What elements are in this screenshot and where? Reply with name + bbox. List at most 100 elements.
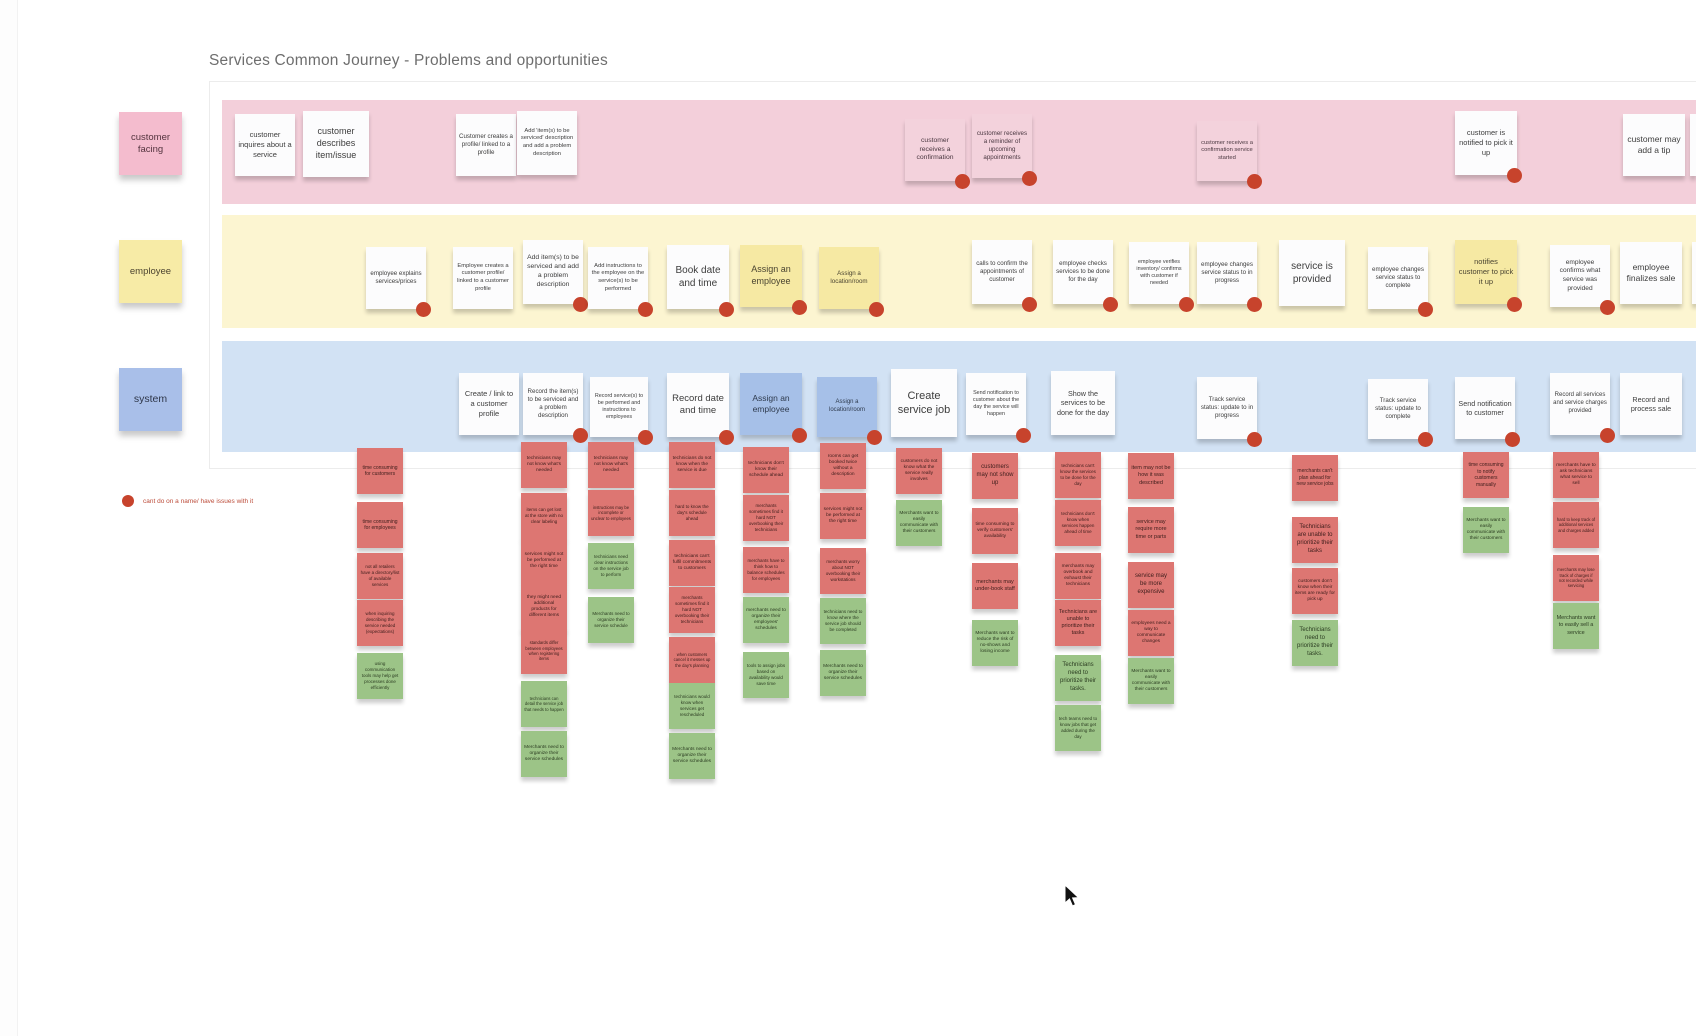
problem-note[interactable]: instructions may be incomplete or unclea…: [588, 490, 634, 536]
opportunity-note[interactable]: Merchants want to reduce the risk of no-…: [972, 620, 1018, 666]
problem-note[interactable]: technicians may not know what's needed: [588, 442, 634, 488]
problem-note[interactable]: rooms can get booked twice without a des…: [820, 443, 866, 489]
problem-note[interactable]: not all retailers have a directory/list …: [357, 553, 403, 599]
opportunity-note[interactable]: technicians can detail the service job t…: [521, 681, 567, 727]
journey-note[interactable]: employee verifies inventory/ confirms wi…: [1129, 242, 1194, 312]
lane-label-customer-facing[interactable]: customer facing: [119, 112, 182, 175]
journey-note[interactable]: Record and process sale: [1620, 373, 1682, 435]
journey-note[interactable]: Send notification to customer: [1455, 377, 1520, 447]
journey-note[interactable]: Add 'item(s) to be serviced' description…: [517, 111, 577, 175]
lane-label-system[interactable]: system: [119, 368, 182, 431]
problem-note[interactable]: when customers cancel it messes up the d…: [669, 637, 715, 683]
problem-note[interactable]: technicians do not know when the service…: [669, 442, 715, 488]
journey-note[interactable]: [1692, 242, 1696, 304]
lane-label-employee[interactable]: employee: [119, 240, 182, 303]
journey-note[interactable]: Create service job: [891, 369, 957, 437]
problem-note[interactable]: Technicians are unable to prioritize the…: [1055, 600, 1101, 646]
opportunity-note[interactable]: Merchants want to easily sell a service: [1553, 603, 1599, 649]
problem-note[interactable]: Technicians are unable to prioritize the…: [1292, 517, 1338, 563]
problem-note[interactable]: items can get lost at the store with no …: [521, 493, 567, 539]
problem-note[interactable]: technicians don't know when services hap…: [1055, 500, 1101, 546]
journey-note[interactable]: Book date and time: [667, 245, 734, 317]
journey-note[interactable]: employee changes service status to in pr…: [1197, 242, 1262, 312]
journey-note[interactable]: Record all services and service charges …: [1550, 373, 1615, 443]
journey-note[interactable]: employee changes service status to compl…: [1368, 247, 1433, 317]
journey-note[interactable]: employee explains services/prices: [366, 247, 431, 317]
opportunity-note[interactable]: merchants need to organize their employe…: [743, 597, 789, 643]
journey-note[interactable]: Assign an employee: [740, 245, 807, 315]
journey-note[interactable]: Record service(s) to be performed and in…: [590, 377, 653, 445]
opportunity-note[interactable]: technicians need to know where the servi…: [820, 598, 866, 644]
journey-note[interactable]: notifies customer to pick it up: [1455, 240, 1522, 312]
opportunity-note[interactable]: technicians need clear instructions on t…: [588, 543, 634, 589]
opportunity-note[interactable]: Merchants want to easily communicate wit…: [1463, 507, 1509, 553]
opportunity-note[interactable]: technicians would know when services get…: [669, 683, 715, 729]
problem-note[interactable]: services might not be performed at the r…: [521, 538, 567, 584]
problem-note[interactable]: time consuming for employees: [357, 502, 403, 548]
journey-note[interactable]: calls to confirm the appointments of cus…: [972, 240, 1037, 312]
problem-note[interactable]: time consuming for customers: [357, 448, 403, 494]
problem-note[interactable]: merchants worry about NOT overbooking th…: [820, 548, 866, 594]
opportunity-note[interactable]: Technicians need to prioritize their tas…: [1055, 655, 1101, 701]
journey-note[interactable]: Employee creates a customer profile/ lin…: [453, 247, 513, 309]
problem-note[interactable]: they might need additional products for …: [521, 584, 567, 630]
problem-note[interactable]: merchants sometimes find it hard NOT ove…: [743, 495, 789, 541]
problem-note[interactable]: hard to know the day's schedule ahead: [669, 490, 715, 536]
problem-note[interactable]: service may be more expensive: [1128, 562, 1174, 608]
problem-note[interactable]: customers don't know when their items ar…: [1292, 568, 1338, 614]
journey-note[interactable]: employee finalizes sale: [1620, 242, 1682, 304]
opportunity-note[interactable]: Merchants need to organize their service…: [820, 650, 866, 696]
journey-note[interactable]: customer inquires about a service: [235, 114, 295, 176]
problem-note[interactable]: item may not be how it was described: [1128, 453, 1174, 499]
journey-note[interactable]: Create / link to a customer profile: [459, 373, 519, 435]
journey-note[interactable]: customer is notified to pick it up: [1455, 111, 1522, 183]
problem-note[interactable]: merchants sometimes find it hard NOT ove…: [669, 587, 715, 633]
problem-note[interactable]: standards differ between employees when …: [521, 628, 567, 674]
journey-note[interactable]: Show the services to be done for the day: [1051, 371, 1115, 435]
problem-note[interactable]: technicians can't know the services to b…: [1055, 452, 1101, 498]
opportunity-note[interactable]: Technicians need to prioritize their tas…: [1292, 620, 1338, 666]
problem-note[interactable]: technicians don't know their schedule ah…: [743, 447, 789, 493]
problem-note[interactable]: customers do not know what the service r…: [896, 448, 942, 494]
journey-note[interactable]: Record date and time: [667, 373, 734, 445]
problem-note[interactable]: merchants have to ask technicians what s…: [1553, 452, 1599, 498]
opportunity-note[interactable]: Merchants want to easily communicate wit…: [896, 500, 942, 546]
problem-note[interactable]: customers may not show up: [972, 453, 1018, 499]
problem-note[interactable]: merchants may overbook and exhaust their…: [1055, 553, 1101, 599]
journey-note[interactable]: employee checks services to be done for …: [1053, 240, 1118, 312]
journey-note[interactable]: customer receives a reminder of upcoming…: [972, 114, 1037, 186]
journey-note[interactable]: customer receives a confirmation service…: [1197, 121, 1262, 189]
journey-note[interactable]: Track service status: update to complete: [1368, 379, 1433, 447]
problem-note[interactable]: merchants may under-book staff: [972, 563, 1018, 609]
journey-note[interactable]: Customer creates a profile/ linked to a …: [456, 114, 516, 176]
problem-note[interactable]: hard to keep track of additional service…: [1553, 502, 1599, 548]
problem-note[interactable]: merchants have to think how to balance s…: [743, 547, 789, 593]
problem-note[interactable]: services might not be performed at the r…: [820, 493, 866, 539]
journey-note[interactable]: [1690, 114, 1696, 176]
journey-note[interactable]: Track service status: update to in progr…: [1197, 377, 1262, 447]
journey-note[interactable]: service is provided: [1279, 240, 1345, 306]
journey-note[interactable]: Send notification to customer about the …: [966, 373, 1031, 443]
journey-note[interactable]: employee confirms what service was provi…: [1550, 245, 1615, 315]
journey-note[interactable]: Assign a location/room: [817, 377, 882, 445]
opportunity-note[interactable]: using communication tools may help get p…: [357, 653, 403, 699]
journey-note[interactable]: customer describes item/issue: [303, 111, 369, 177]
journey-note[interactable]: customer may add a tip: [1623, 114, 1685, 176]
journey-note[interactable]: Add instructions to the employee on the …: [588, 247, 653, 317]
journey-note[interactable]: Assign an employee: [740, 373, 807, 443]
problem-note[interactable]: technicians can't fulfil commitments to …: [669, 540, 715, 586]
opportunity-note[interactable]: Merchants want to easily communicate wit…: [1128, 658, 1174, 704]
opportunity-note[interactable]: tech teams need to know jobs that get ad…: [1055, 705, 1101, 751]
opportunity-note[interactable]: Merchants need to organize their service…: [521, 731, 567, 777]
problem-note[interactable]: technicians may not know what's needed: [521, 442, 567, 488]
problem-note[interactable]: time consuming to notify customers manua…: [1463, 452, 1509, 498]
opportunity-note[interactable]: tools to assign jobs based on availabili…: [743, 652, 789, 698]
problem-note[interactable]: time consuming to verify customers' avai…: [972, 508, 1018, 554]
problem-note[interactable]: merchants can't plan ahead for new servi…: [1292, 455, 1338, 501]
problem-note[interactable]: service may require more time or parts: [1128, 507, 1174, 553]
journey-note[interactable]: Add item(s) to be serviced and add a pro…: [523, 240, 588, 312]
problem-note[interactable]: when inquiring describing the service ne…: [357, 600, 403, 646]
journey-note[interactable]: Record the item(s) to be serviced and a …: [523, 373, 588, 443]
problem-note[interactable]: merchants may lose track of charges if n…: [1553, 555, 1599, 601]
